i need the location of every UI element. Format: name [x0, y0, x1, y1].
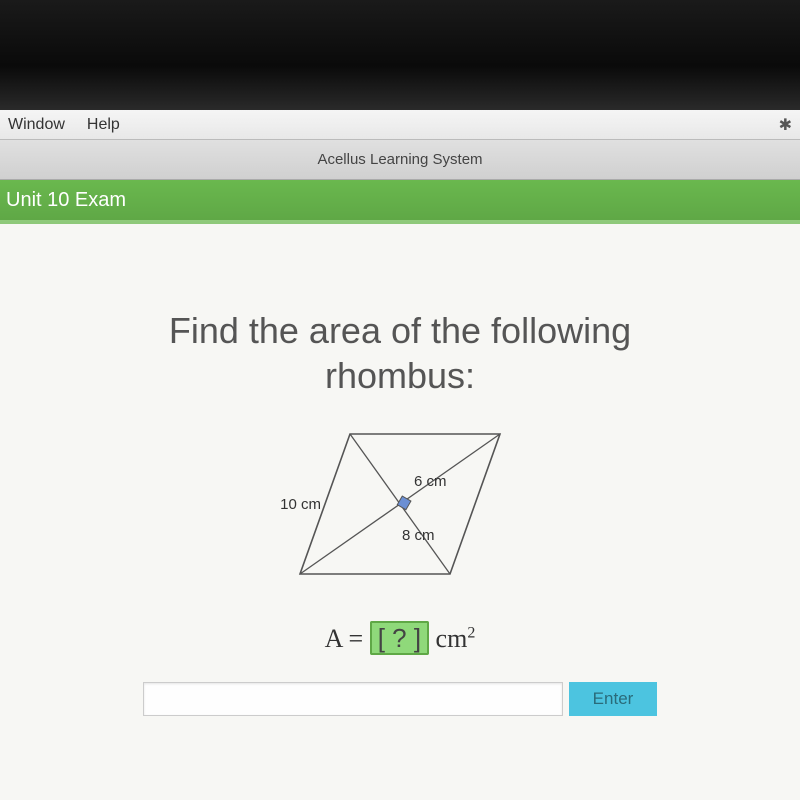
- exam-header: Unit 10 Exam: [0, 180, 800, 224]
- formula-prefix: A =: [325, 624, 370, 653]
- svg-text:10 cm: 10 cm: [280, 496, 321, 513]
- content-area: Find the area of the following rhombus: …: [0, 224, 800, 800]
- formula-exponent: 2: [467, 624, 475, 641]
- answer-row: Enter: [143, 682, 658, 716]
- svg-text:8 cm: 8 cm: [402, 527, 435, 544]
- exam-title: Unit 10 Exam: [6, 189, 126, 212]
- laptop-bezel: [0, 0, 800, 110]
- question-line2: rhombus:: [325, 355, 475, 396]
- formula-unit: cm: [429, 624, 467, 653]
- rhombus-diagram: 10 cm 6 cm 8 cm: [280, 424, 520, 599]
- area-formula: A = [ ? ] cm2: [325, 623, 476, 654]
- answer-input[interactable]: [143, 682, 563, 716]
- menubar-item-help[interactable]: Help: [87, 116, 120, 134]
- bluetooth-icon[interactable]: ✱: [779, 115, 792, 135]
- svg-text:6 cm: 6 cm: [414, 473, 447, 490]
- question-line1: Find the area of the following: [169, 310, 631, 351]
- rhombus-svg: 10 cm 6 cm 8 cm: [280, 424, 520, 594]
- enter-button[interactable]: Enter: [569, 682, 658, 716]
- macos-menubar: Window Help ✱: [0, 110, 800, 140]
- menubar-item-window[interactable]: Window: [8, 116, 65, 134]
- formula-blank: [ ? ]: [370, 621, 429, 655]
- window-titlebar: Acellus Learning System: [0, 140, 800, 180]
- question-text: Find the area of the following rhombus:: [169, 308, 631, 398]
- window-title: Acellus Learning System: [317, 151, 482, 168]
